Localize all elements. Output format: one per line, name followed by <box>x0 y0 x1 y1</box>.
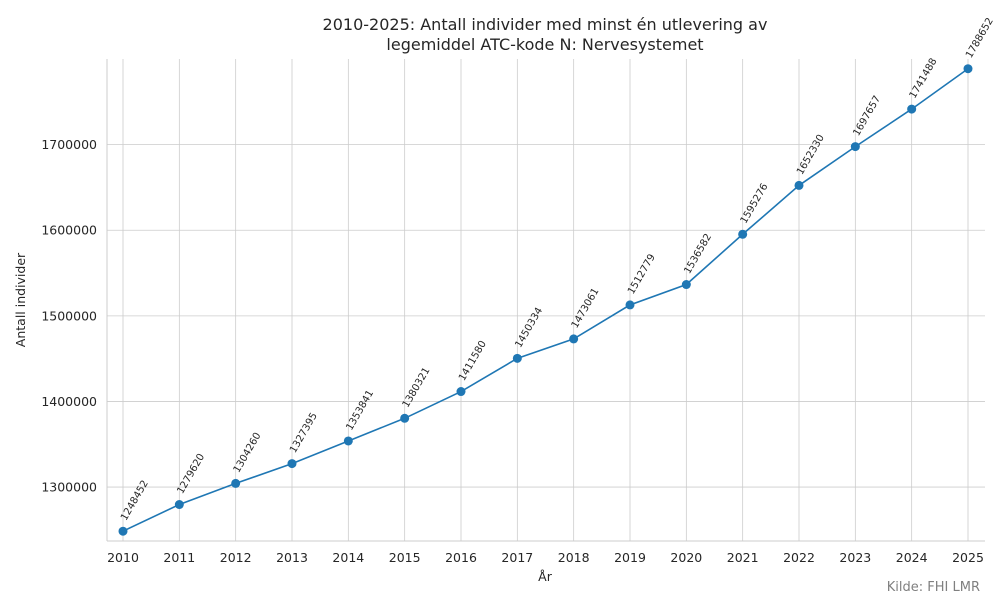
x-tick-label: 2010 <box>107 550 139 565</box>
data-point <box>287 459 297 469</box>
data-point <box>681 280 691 290</box>
y-tick-label: 1300000 <box>41 480 97 495</box>
grid <box>107 59 985 541</box>
data-label: 1512779 <box>626 252 658 296</box>
data-label: 1411580 <box>457 339 489 383</box>
x-tick-label: 2012 <box>220 550 252 565</box>
x-tick-label: 2022 <box>783 550 815 565</box>
data-point <box>907 104 917 114</box>
data-point <box>118 526 128 536</box>
y-tick-label: 1700000 <box>41 137 97 152</box>
data-point <box>569 334 579 344</box>
data-label: 1279620 <box>175 452 207 496</box>
x-tick-label: 2011 <box>163 550 195 565</box>
tick-labels: 2010 2011 2012 2013 2014 2015 2016 2017 2018 2019… <box>41 137 984 565</box>
data-point <box>794 180 804 190</box>
data-label: 1304260 <box>232 431 264 475</box>
axes-spines <box>106 59 985 542</box>
data-point <box>400 413 410 423</box>
series-line <box>122 68 969 532</box>
y-tick-label: 1600000 <box>41 223 97 238</box>
chart-title-line-2: legemiddel ATC-kode N: Nervesystemet <box>386 35 703 54</box>
chart-title-line-1: 2010-2025: Antall individer med minst én… <box>323 15 768 34</box>
x-axis-label: År <box>538 569 553 584</box>
series <box>118 64 973 536</box>
data-point <box>850 142 860 152</box>
x-tick-label: 2016 <box>445 550 477 565</box>
data-label: 1741488 <box>908 57 940 101</box>
data-label: 1473061 <box>570 286 602 330</box>
x-tick-label: 2025 <box>952 550 984 565</box>
data-point <box>231 478 241 488</box>
x-tick-label: 2023 <box>839 550 871 565</box>
data-label: 1353841 <box>344 388 376 432</box>
x-tick-label: 2013 <box>276 550 308 565</box>
data-point <box>456 387 466 397</box>
y-axis-label: Antall individer <box>13 252 28 347</box>
x-tick-label: 2021 <box>727 550 759 565</box>
data-label: 1380321 <box>401 366 433 410</box>
data-point <box>963 64 973 74</box>
source-note: Kilde: FHI LMR <box>887 580 980 595</box>
data-point <box>174 500 184 510</box>
x-tick-label: 2014 <box>332 550 364 565</box>
data-label: 1788652 <box>964 16 996 60</box>
data-point <box>625 300 635 310</box>
data-point <box>738 229 748 239</box>
x-tick-label: 2019 <box>614 550 646 565</box>
x-tick-label: 2020 <box>670 550 702 565</box>
x-tick-label: 2017 <box>501 550 533 565</box>
x-tick-label: 2015 <box>389 550 421 565</box>
y-tick-label: 1500000 <box>41 308 97 323</box>
data-label: 1450334 <box>513 306 545 350</box>
data-label: 1327395 <box>288 411 320 455</box>
data-point <box>343 436 353 446</box>
data-labels: 1248452 1279620 1304260 1327395 1353841 13803… <box>119 16 996 523</box>
x-tick-label: 2024 <box>896 550 928 565</box>
data-label: 1536582 <box>682 232 714 276</box>
data-label: 1595276 <box>739 182 771 226</box>
data-point <box>512 353 522 363</box>
x-tick-label: 2018 <box>558 550 590 565</box>
y-tick-label: 1400000 <box>41 394 97 409</box>
data-label: 1248452 <box>119 479 151 523</box>
